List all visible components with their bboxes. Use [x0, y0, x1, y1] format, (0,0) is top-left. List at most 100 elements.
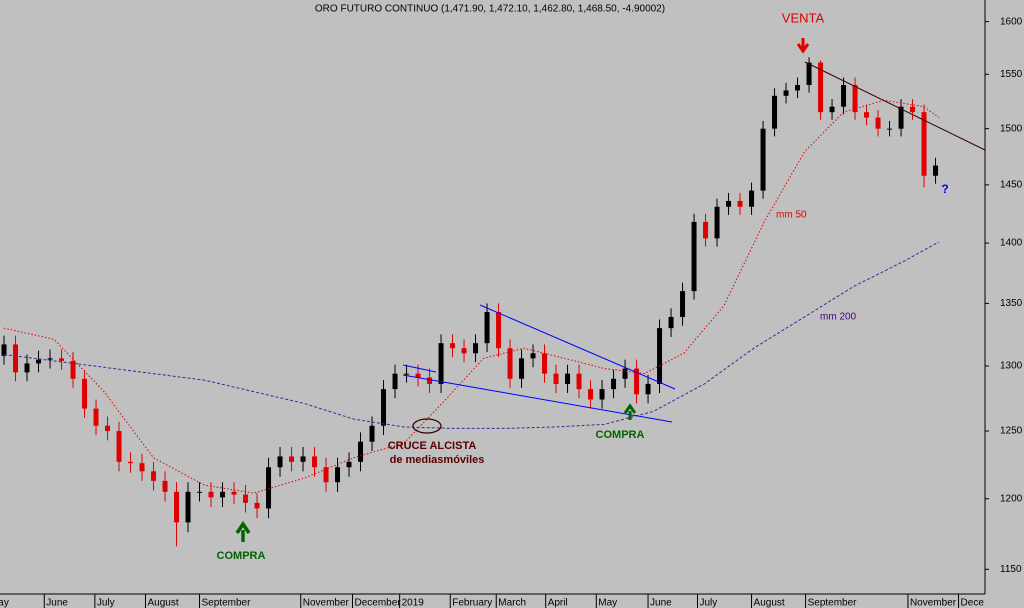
- candle-body: [657, 328, 663, 384]
- x-tick-label: November: [910, 598, 957, 608]
- candle-body: [841, 85, 847, 107]
- candle-body: [691, 221, 697, 292]
- moving-average-line: [3, 99, 940, 494]
- candle-body: [139, 463, 145, 472]
- candle-body: [726, 200, 732, 207]
- candle-body: [346, 461, 352, 468]
- candle-body: [392, 373, 398, 390]
- buy-arrow: [235, 520, 251, 542]
- annotation: COMPRA: [596, 429, 645, 441]
- candle-body: [358, 441, 364, 462]
- y-tick-label: 1450: [1000, 180, 1023, 191]
- candle-body: [714, 206, 720, 239]
- candle-body: [806, 62, 812, 86]
- y-tick-label: 1150: [1000, 564, 1022, 575]
- x-tick-label: August: [754, 598, 785, 608]
- candle-body: [875, 117, 881, 129]
- candle-body: [461, 348, 467, 354]
- x-tick-label: May: [0, 598, 9, 608]
- candle-body: [243, 494, 249, 503]
- candle-body: [496, 312, 502, 349]
- candle-body: [427, 377, 433, 384]
- candle-body: [335, 467, 341, 483]
- moving-average-line: [3, 241, 940, 429]
- candle-body: [530, 353, 536, 359]
- x-tick-label: February: [452, 598, 492, 608]
- candle-body: [599, 389, 605, 400]
- y-tick-label: 1400: [1000, 238, 1023, 249]
- candle-body: [36, 359, 42, 364]
- candle-body: [197, 491, 203, 493]
- candle-body: [887, 128, 893, 130]
- x-tick-label: Dece: [961, 598, 985, 608]
- candle-body: [749, 190, 755, 207]
- candle-body: [921, 112, 927, 176]
- candle-body: [473, 343, 479, 354]
- candle-body: [404, 373, 410, 375]
- annotation: ?: [941, 182, 948, 196]
- y-tick-label: 1500: [1000, 123, 1023, 134]
- candle-body: [898, 106, 904, 129]
- x-tick-label: May: [598, 598, 617, 608]
- candle-body: [622, 368, 628, 379]
- candle-body: [737, 200, 743, 207]
- y-tick-label: 1200: [1000, 493, 1023, 504]
- candle-body: [553, 373, 559, 384]
- candle-body: [323, 467, 329, 483]
- sell-arrow: [796, 38, 810, 54]
- candle-body: [783, 90, 789, 96]
- y-tick-label: 1550: [1000, 69, 1023, 80]
- candle-body: [381, 389, 387, 426]
- trend-line: [804, 61, 986, 151]
- candle-body: [588, 389, 594, 400]
- x-tick-label: 2019: [402, 598, 425, 608]
- x-tick-label: September: [808, 598, 858, 608]
- candle-body: [116, 431, 122, 462]
- candle-body: [565, 373, 571, 384]
- candle-body: [760, 128, 766, 191]
- annotation: COMPRA: [217, 550, 266, 562]
- candle-body: [668, 316, 674, 329]
- x-tick-label: August: [147, 598, 178, 608]
- overlay: VENTA COMPRA CRUCE ALCISTA de mediasmóvi…: [217, 10, 986, 562]
- candle-body: [289, 456, 295, 462]
- candle-body: [174, 491, 180, 523]
- candle-body: [933, 165, 939, 176]
- x-tick-label: April: [548, 598, 568, 608]
- candle-body: [1, 344, 7, 356]
- annotation: de mediasmóviles: [390, 454, 485, 466]
- x-tick-label: September: [202, 598, 252, 608]
- candle-body: [645, 383, 651, 395]
- candle-body: [852, 85, 858, 113]
- candle-body: [438, 343, 444, 384]
- candle-body: [59, 358, 65, 361]
- y-tick-label: 1300: [1000, 361, 1023, 372]
- candle-body: [680, 291, 686, 317]
- candle-body: [13, 344, 19, 373]
- x-tick-label: July: [699, 598, 717, 608]
- candle-body: [254, 502, 260, 509]
- candle-body: [519, 358, 525, 379]
- trend-line: [479, 304, 676, 390]
- candle-body: [105, 425, 111, 432]
- x-tick-label: November: [303, 598, 350, 608]
- candle-body: [185, 491, 191, 523]
- x-tick-label: December: [354, 598, 401, 608]
- candle-body: [24, 363, 30, 373]
- candle-body: [208, 491, 214, 498]
- x-tick-label: June: [46, 598, 68, 608]
- series-label: mm 200: [820, 312, 857, 323]
- candle-body: [415, 373, 421, 378]
- candle-body: [634, 368, 640, 395]
- candle-body: [300, 456, 306, 462]
- candle-body: [450, 343, 456, 349]
- x-tick-label: June: [650, 598, 672, 608]
- candle-body: [266, 467, 272, 509]
- candle-body: [82, 378, 88, 409]
- y-tick-label: 1350: [1000, 298, 1023, 309]
- candle-body: [47, 358, 53, 360]
- candle-body: [277, 456, 283, 468]
- candle-body: [507, 348, 513, 379]
- candle-body: [484, 312, 490, 344]
